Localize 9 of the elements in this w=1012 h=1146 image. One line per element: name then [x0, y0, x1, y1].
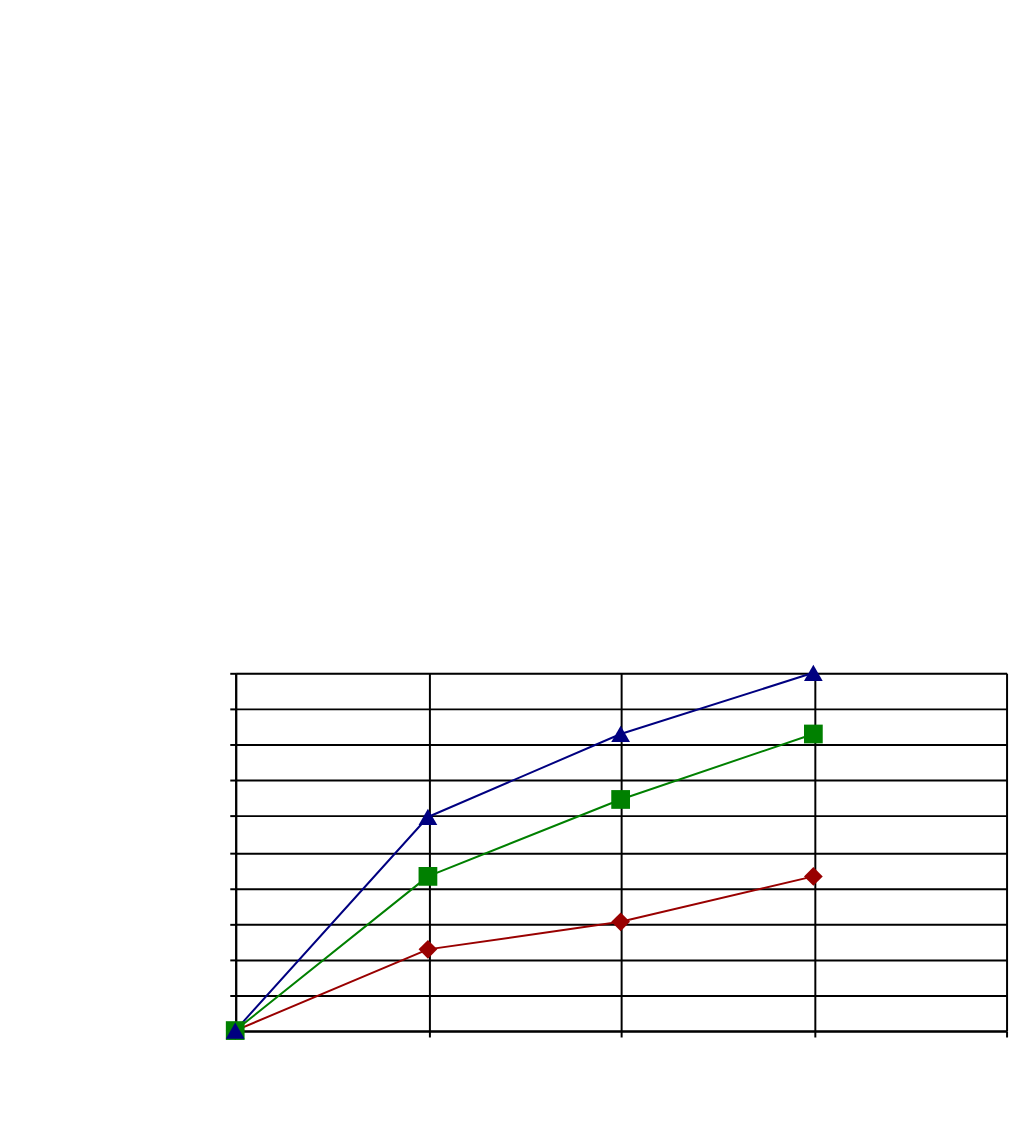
point: [611, 725, 631, 743]
point: [803, 724, 823, 744]
point: [418, 808, 438, 826]
point: [803, 867, 823, 886]
point: [611, 790, 631, 809]
point: [611, 912, 631, 932]
point: [803, 664, 823, 681]
point: [418, 867, 438, 886]
point: [418, 939, 438, 959]
